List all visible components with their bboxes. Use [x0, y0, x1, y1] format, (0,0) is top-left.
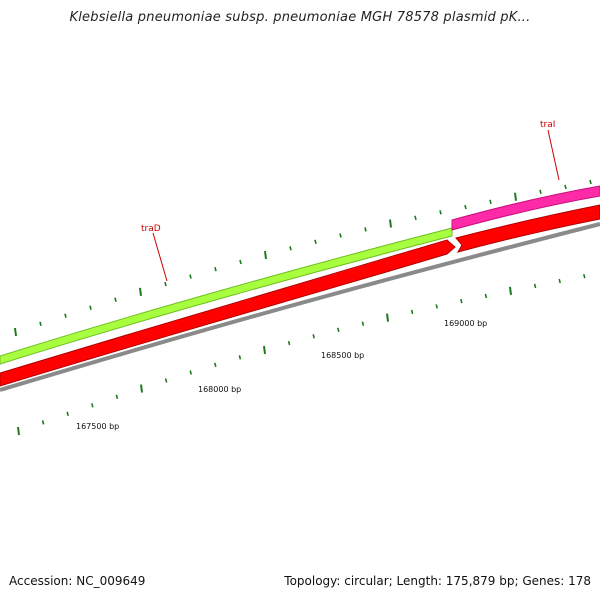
minor-tick — [312, 334, 315, 339]
position-label-168500: 168500 bp — [321, 351, 364, 360]
minor-tick — [583, 274, 586, 279]
minor-tick — [410, 309, 414, 315]
minor-tick — [464, 204, 467, 210]
minor-tick — [214, 362, 217, 367]
minor-tick — [189, 274, 192, 279]
minor-tick — [164, 378, 168, 383]
minor-tick — [564, 184, 567, 190]
minor-tick — [41, 420, 45, 425]
accession-text: Accession: NC_009649 — [9, 574, 146, 588]
minor-tick — [89, 305, 92, 310]
minor-tick — [484, 293, 488, 299]
major-tick — [386, 313, 389, 322]
minor-tick — [114, 297, 117, 302]
gene-label-traI[interactable]: traI — [540, 120, 555, 130]
gene-band-red-left[interactable] — [0, 239, 456, 387]
inner-tick-row — [17, 274, 586, 436]
major-tick — [139, 287, 142, 296]
minor-tick — [489, 199, 492, 205]
minor-tick — [314, 239, 317, 244]
minor-tick — [361, 321, 365, 326]
major-tick — [509, 286, 512, 295]
minor-tick — [164, 281, 167, 287]
gene-band-traI-magenta[interactable] — [451, 185, 600, 231]
minor-tick — [91, 403, 94, 408]
minor-tick — [364, 227, 367, 232]
minor-tick — [558, 278, 561, 284]
topology-summary: Topology: circular; Length: 175,879 bp; … — [284, 574, 591, 588]
major-tick — [14, 327, 17, 337]
minor-tick — [115, 394, 119, 400]
minor-tick — [64, 313, 67, 318]
minor-tick — [533, 283, 537, 289]
minor-tick — [189, 370, 192, 375]
major-tick — [514, 192, 517, 201]
position-label-168000: 168000 bp — [198, 385, 241, 394]
minor-tick — [239, 259, 242, 265]
minor-tick — [39, 321, 42, 327]
outer-tick-row — [14, 179, 592, 337]
minor-tick — [339, 233, 342, 238]
minor-tick — [439, 210, 442, 215]
major-tick — [17, 426, 20, 436]
minor-tick — [238, 355, 242, 360]
major-tick — [263, 345, 266, 355]
minor-tick — [414, 215, 417, 221]
minor-tick — [214, 266, 217, 272]
major-tick — [389, 219, 392, 228]
plasmid-backbone — [0, 222, 600, 392]
minor-tick — [435, 304, 438, 309]
map-title: Klebsiella pneumoniae subsp. pneumoniae … — [69, 10, 531, 25]
major-tick — [140, 384, 143, 393]
gene-band-tra-green[interactable] — [0, 227, 453, 365]
major-tick — [264, 250, 267, 260]
minor-tick — [287, 340, 291, 346]
gene-label-traD[interactable]: traD — [141, 224, 161, 234]
minor-tick — [66, 411, 69, 416]
position-label-167500: 167500 bp — [76, 422, 119, 431]
minor-tick — [589, 179, 592, 185]
minor-tick — [460, 298, 463, 304]
minor-tick — [337, 327, 340, 333]
minor-tick — [289, 246, 292, 251]
position-label-169000: 169000 bp — [444, 319, 487, 328]
traI-leader-line — [547, 129, 560, 181]
minor-tick — [539, 189, 542, 194]
traD-leader-line — [152, 232, 168, 282]
